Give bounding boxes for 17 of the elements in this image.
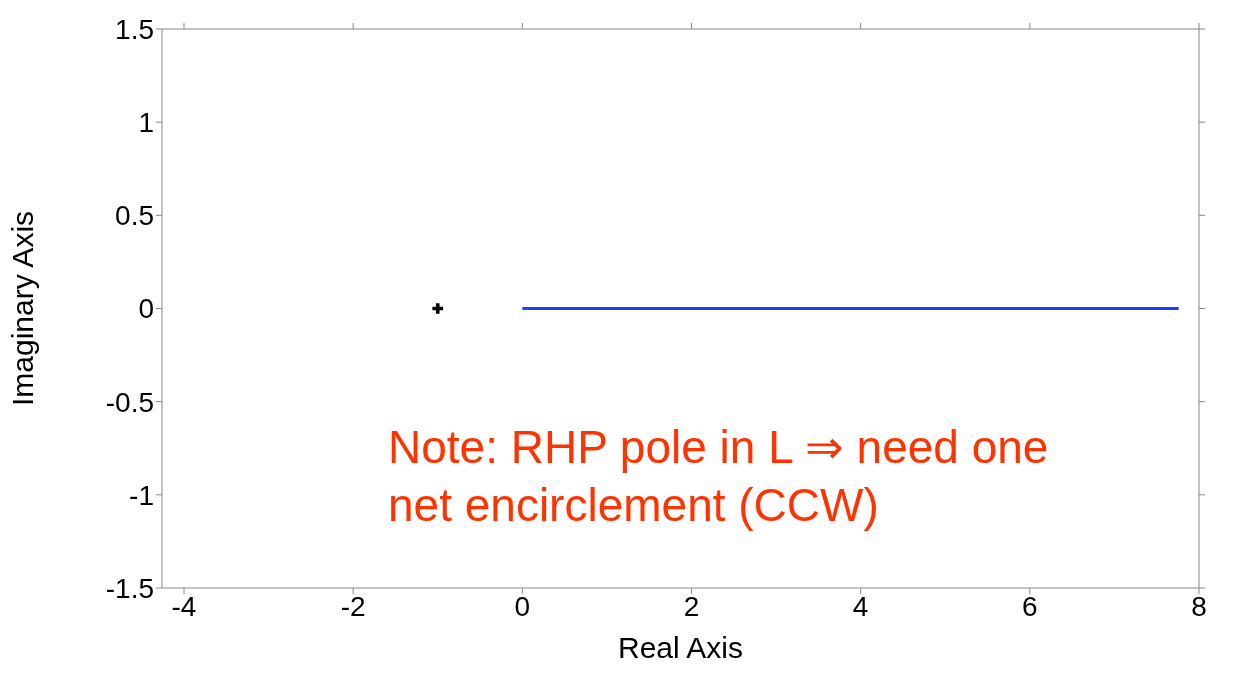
x-tick-label: -2	[340, 590, 366, 622]
y-tick-label: 0.5	[115, 200, 154, 232]
x-tick-label: 8	[1191, 590, 1207, 622]
x-tick-label: 0	[514, 590, 531, 622]
y-axis-title: Imaginary Axis	[5, 210, 39, 407]
y-tick-label: 0	[138, 293, 154, 325]
y-tick-label: -1.5	[105, 572, 154, 604]
x-tick-label: 6	[1022, 590, 1038, 622]
x-tick-label: -4	[171, 590, 197, 622]
x-tick-label: 2	[683, 590, 700, 622]
x-tick-label: 4	[852, 590, 869, 622]
y-tick-label: -1	[129, 479, 154, 511]
y-tick-label: -0.5	[105, 386, 154, 418]
y-tick-label: 1	[138, 107, 154, 139]
x-axis-title: Real Axis	[617, 631, 744, 664]
y-tick-label: 1.5	[115, 13, 154, 45]
annotation: Note: RHP pole in L ⇒ need one net encirclement (CCW)	[388, 420, 1050, 533]
